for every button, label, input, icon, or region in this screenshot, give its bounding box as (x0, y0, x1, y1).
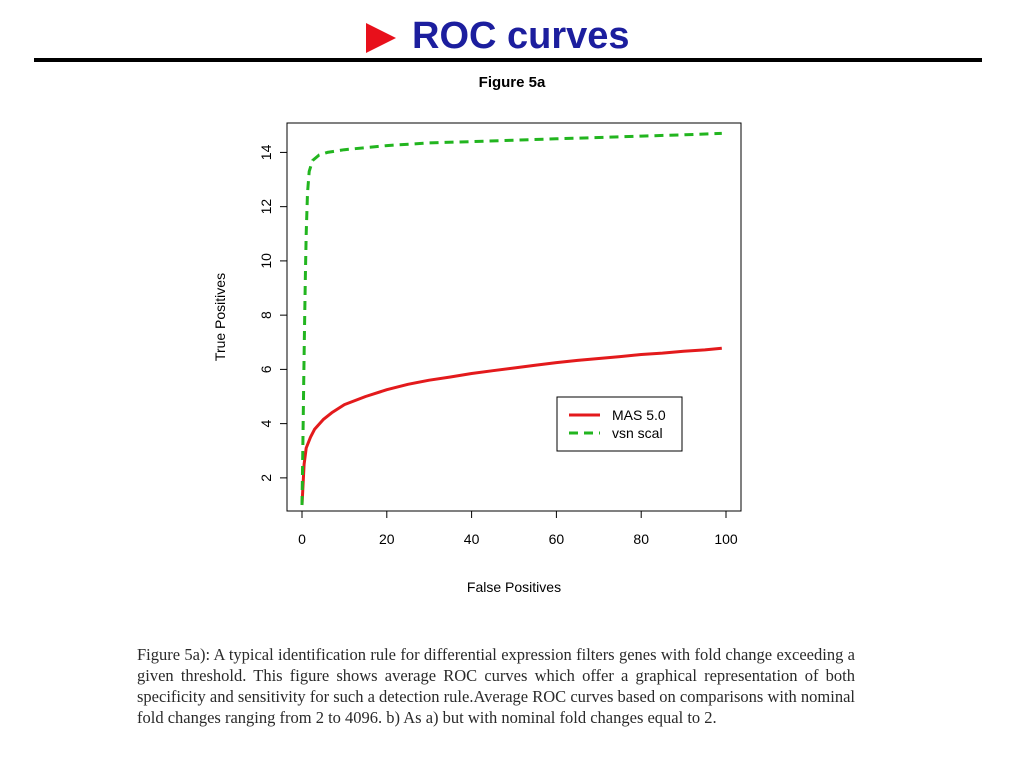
series-line-mas-5-0 (300, 346, 722, 506)
x-tick-label: 80 (633, 531, 649, 547)
slide-title: ROC curves (412, 15, 630, 57)
y-axis-label: True Positives (212, 273, 228, 361)
x-axis: 0 20 40 60 80 100 (298, 510, 738, 547)
y-axis: 2 4 6 8 10 12 14 (258, 144, 288, 482)
x-tick-label: 0 (298, 531, 306, 547)
x-axis-label: False Positives (467, 579, 561, 595)
chart-title: Figure 5a (478, 74, 546, 91)
slide-header: ROC curves (0, 8, 1024, 60)
red-triangle-bullet-icon (366, 23, 396, 53)
y-tick-label: 14 (258, 144, 274, 160)
legend-label: vsn scal (612, 425, 663, 441)
series-layer (300, 131, 722, 506)
y-tick-label: 12 (258, 199, 274, 215)
figure-caption: Figure 5a): A typical identification rul… (137, 645, 855, 727)
y-tick-label: 10 (258, 253, 274, 269)
y-tick-label: 8 (258, 311, 274, 319)
y-tick-label: 4 (258, 420, 274, 428)
series-line-vsn-scal (300, 131, 722, 506)
legend-label: MAS 5.0 (612, 407, 666, 423)
y-tick-label: 2 (258, 474, 274, 482)
title-divider (34, 58, 982, 62)
plot-frame (286, 122, 742, 512)
x-tick-label: 100 (714, 531, 738, 547)
legend: MAS 5.0 vsn scal (556, 396, 683, 452)
x-tick-label: 40 (464, 531, 480, 547)
legend-box (556, 396, 683, 452)
x-tick-label: 20 (379, 531, 395, 547)
x-tick-label: 60 (549, 531, 565, 547)
y-tick-label: 6 (258, 365, 274, 373)
